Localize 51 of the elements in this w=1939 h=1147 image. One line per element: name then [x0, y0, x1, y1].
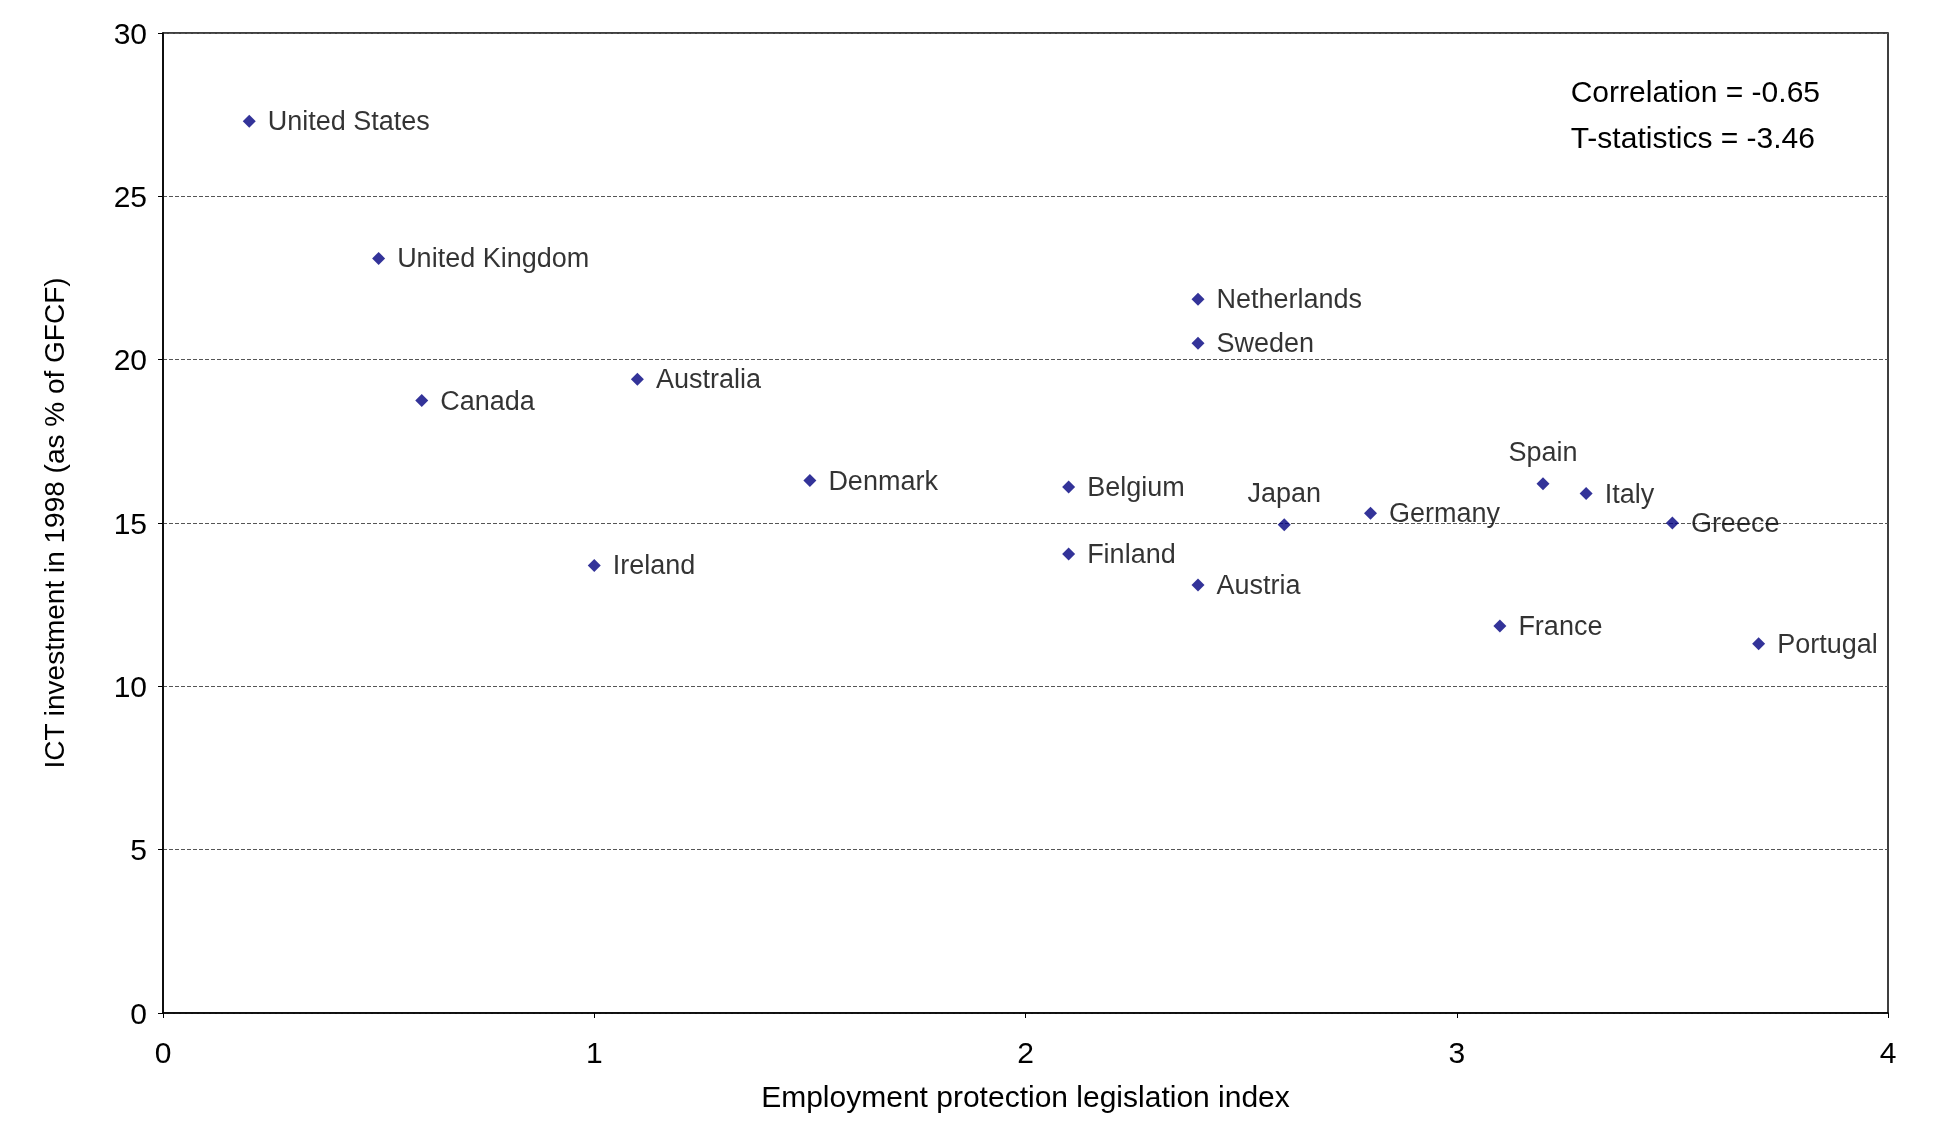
y-tick-label: 25	[113, 179, 147, 213]
series-label: Japan	[1247, 477, 1322, 508]
point	[1062, 547, 1076, 561]
y-tick-label: 15	[113, 506, 147, 540]
y-tick-label: 20	[113, 343, 147, 377]
series-label: Germany	[1389, 498, 1501, 529]
series-label: Denmark	[828, 465, 939, 496]
point	[1579, 487, 1593, 501]
point	[1277, 518, 1291, 532]
point	[1364, 506, 1377, 520]
series-label: France	[1518, 610, 1603, 641]
point	[1191, 292, 1205, 306]
series-label: Finland	[1087, 539, 1176, 570]
y-tick-label: 0	[130, 996, 147, 1030]
point	[1062, 480, 1076, 494]
x-tick-label: 1	[585, 1035, 603, 1069]
point	[803, 474, 817, 488]
series-label: United Kingdom	[397, 243, 590, 274]
point	[1536, 477, 1550, 491]
y-tick-label: 5	[130, 833, 147, 867]
series-label: Spain	[1508, 436, 1578, 467]
series-label: Canada	[440, 385, 536, 416]
series-label: Ireland	[612, 550, 696, 581]
point	[415, 394, 429, 407]
x-tick-label: 4	[1879, 1035, 1897, 1069]
annotation: Correlation = -0.65	[1570, 74, 1821, 108]
point	[630, 372, 644, 386]
point	[1665, 516, 1679, 530]
x-axis-title: Employment protection legislation index	[761, 1079, 1290, 1113]
x-tick-label: 0	[154, 1035, 172, 1069]
series-label: Portugal	[1777, 628, 1878, 659]
series-label: Netherlands	[1216, 284, 1363, 315]
point	[587, 558, 601, 572]
x-tick-label: 2	[1017, 1035, 1034, 1069]
point	[372, 251, 386, 265]
series-label: United States	[267, 106, 430, 137]
point	[1493, 619, 1507, 633]
series-label: Sweden	[1216, 328, 1315, 359]
point	[242, 114, 256, 128]
point	[1191, 578, 1205, 592]
series-label: Austria	[1216, 570, 1302, 601]
series-label: Italy	[1604, 478, 1655, 509]
y-tick-label: 30	[113, 16, 147, 50]
y-axis-title: ICT investment in 1998 (as % of GFCF)	[38, 277, 70, 769]
annotation: T-statistics = -3.46	[1570, 120, 1815, 154]
series-label: Australia	[655, 364, 762, 395]
x-tick-label: 3	[1448, 1035, 1466, 1069]
point	[1752, 637, 1766, 651]
point	[1191, 336, 1205, 350]
series-label: Belgium	[1087, 472, 1185, 503]
y-tick-label: 10	[113, 669, 147, 703]
